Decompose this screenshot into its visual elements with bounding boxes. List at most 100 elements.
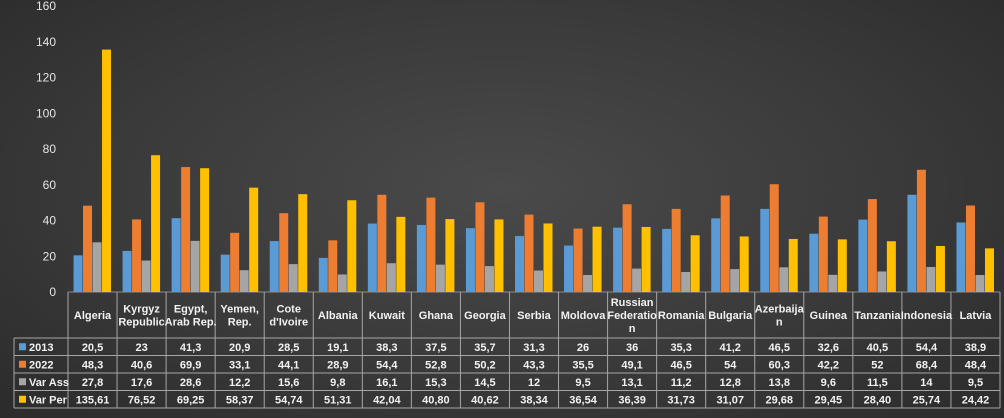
category-label: Ghana (419, 310, 454, 322)
bar-2022 (671, 208, 681, 292)
data-label: 46,5 (670, 359, 691, 371)
data-label: 28,5 (278, 342, 299, 354)
data-label: 37,5 (425, 342, 446, 354)
data-label: 27,8 (82, 377, 103, 389)
category-label: Albania (318, 310, 359, 322)
bar-2022 (818, 216, 828, 292)
bar-2022 (377, 194, 387, 292)
bar-var-per (347, 200, 357, 292)
category-label: Azerbaija (755, 304, 805, 316)
data-label: 9,5 (575, 377, 590, 389)
data-label: 31,07 (716, 394, 744, 406)
data-label: 40,62 (471, 394, 499, 406)
data-label: 52 (871, 359, 883, 371)
data-label: 46,5 (769, 342, 790, 354)
bar-2013 (613, 227, 623, 292)
data-label: 69,25 (177, 394, 205, 406)
bar-2013 (171, 218, 181, 292)
bar-2013 (416, 224, 426, 292)
category-label: n (776, 317, 783, 329)
data-label: 13,8 (769, 377, 790, 389)
data-label: 54 (724, 359, 737, 371)
bar-2013 (73, 255, 83, 292)
y-tick-label: 140 (36, 35, 56, 49)
category-label: Yemen, (220, 304, 259, 316)
bar-2022 (230, 232, 240, 292)
bar-2022 (867, 199, 877, 292)
category-label: n (629, 323, 636, 335)
data-label: 16,1 (376, 377, 397, 389)
bar-2013 (269, 241, 279, 292)
bar-2022 (769, 184, 779, 292)
data-label: 54,74 (275, 394, 303, 406)
bar-2022 (622, 204, 632, 292)
data-label: 23 (135, 342, 147, 354)
bar-2013 (760, 208, 770, 292)
y-tick-label: 60 (43, 178, 57, 192)
legend-key-var-per (19, 395, 26, 403)
data-label: 40,5 (867, 342, 888, 354)
legend-key-2022 (19, 360, 26, 368)
bar-2022 (916, 169, 926, 292)
bar-var-per (151, 155, 161, 292)
bar-2013 (662, 228, 672, 292)
bar-2022 (279, 213, 289, 292)
data-label: 69,9 (180, 359, 201, 371)
bar-var-ass (926, 266, 936, 292)
bar-2022 (132, 219, 142, 292)
bar-2022 (181, 167, 191, 292)
legend-label: 2022 (29, 359, 53, 371)
data-label: 40,6 (131, 359, 152, 371)
bar-2022 (573, 228, 583, 292)
bar-var-ass (681, 271, 691, 292)
data-label: 32,6 (818, 342, 839, 354)
bar-var-per (935, 245, 945, 292)
bar-var-ass (534, 270, 543, 292)
data-label: 28,9 (327, 359, 348, 371)
bar-2013 (465, 228, 475, 292)
category-label: Republic (118, 317, 164, 329)
bar-var-ass (435, 264, 445, 292)
data-label: 38,9 (965, 342, 986, 354)
bar-var-ass (386, 263, 396, 292)
data-label: 36,39 (618, 394, 646, 406)
data-label: 44,1 (278, 359, 299, 371)
category-label: Federatio (607, 310, 657, 322)
legend-key-2013 (19, 343, 26, 351)
data-label: 29,68 (765, 394, 793, 406)
bar-2013 (220, 254, 230, 292)
category-label: Kuwait (369, 310, 405, 322)
bar-var-per (788, 238, 798, 292)
y-tick-label: 100 (36, 106, 56, 120)
legend-key-var-ass (19, 378, 26, 386)
legend-label: 2013 (29, 342, 53, 354)
category-label: Serbia (517, 310, 552, 322)
data-label: 28,40 (864, 394, 892, 406)
bar-2022 (965, 205, 975, 292)
category-label: Indonesia (901, 310, 953, 322)
data-label: 52,8 (425, 359, 446, 371)
data-label: 68,4 (916, 359, 938, 371)
y-tick-label: 20 (43, 249, 57, 263)
data-label: 31,73 (667, 394, 695, 406)
bar-var-ass (583, 275, 593, 292)
data-label: 19,1 (327, 342, 348, 354)
bar-var-ass (877, 271, 887, 292)
bar-2022 (524, 214, 534, 292)
data-label: 76,52 (128, 394, 156, 406)
category-label: Romania (658, 310, 705, 322)
bar-var-ass (779, 267, 789, 292)
y-tick-label: 120 (36, 71, 56, 85)
category-label: Arab Rep. (165, 317, 217, 329)
bar-var-per (249, 187, 259, 292)
data-label: 36 (626, 342, 638, 354)
bar-2022 (720, 195, 730, 292)
bar-2013 (367, 223, 377, 292)
data-label: 35,3 (670, 342, 691, 354)
bar-var-ass (337, 274, 347, 292)
data-label: 29,45 (815, 394, 843, 406)
data-label: 9,5 (968, 377, 983, 389)
data-label: 24,42 (962, 394, 990, 406)
data-label: 9,6 (821, 377, 836, 389)
